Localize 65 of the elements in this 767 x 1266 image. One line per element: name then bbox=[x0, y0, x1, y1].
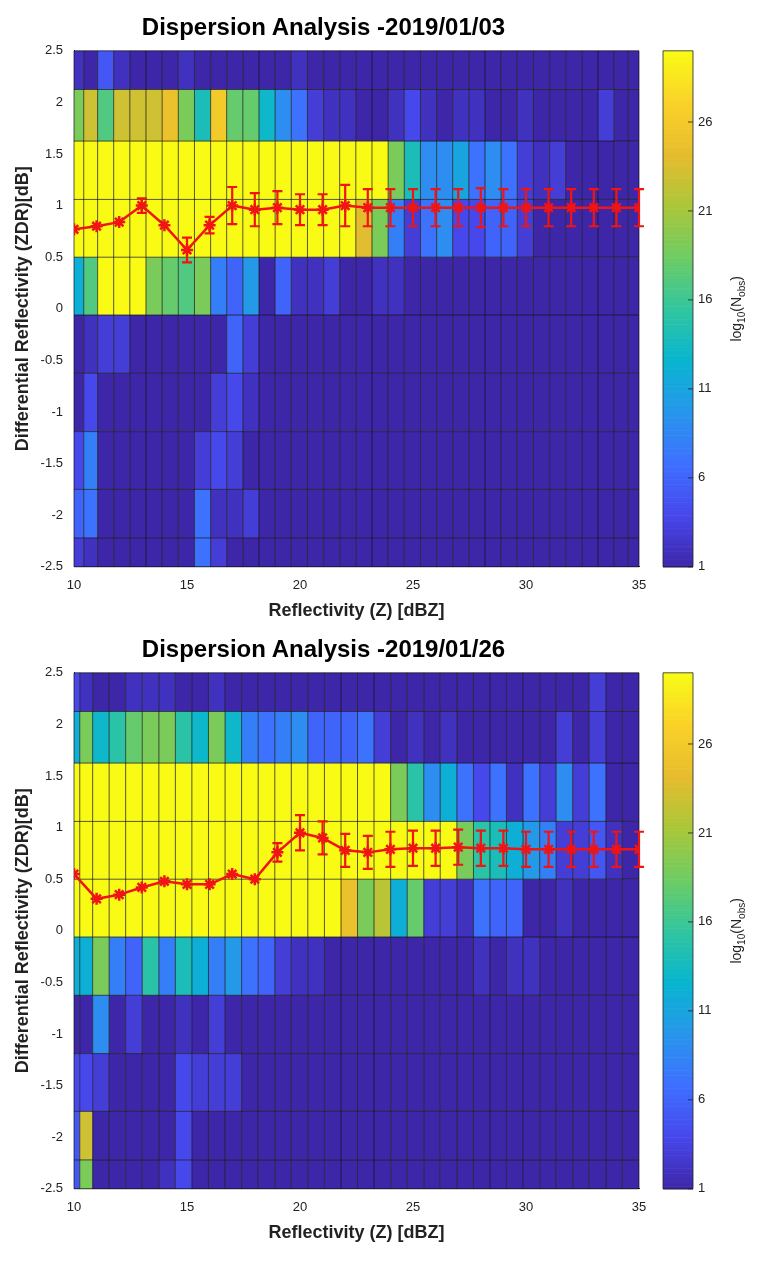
point bbox=[292, 825, 308, 841]
point bbox=[224, 866, 240, 882]
x-tick-label: 10 bbox=[66, 1199, 82, 1215]
x-tick-label: 15 bbox=[179, 577, 195, 593]
x-axis-title: Reflectivity (Z) [dBZ] bbox=[268, 1222, 445, 1243]
chart-title: Dispersion Analysis -2019/01/26 bbox=[141, 635, 506, 663]
y-tick-label: 2.5 bbox=[44, 42, 63, 58]
point bbox=[134, 880, 150, 895]
point bbox=[315, 830, 330, 846]
y-tick-label: 2 bbox=[55, 93, 63, 109]
point bbox=[179, 877, 195, 892]
x-tick-label: 35 bbox=[631, 1199, 647, 1215]
y-tick-label: 1.5 bbox=[44, 767, 63, 783]
color-bar-label: 16 bbox=[698, 913, 713, 929]
x-tick-label: 10 bbox=[66, 577, 82, 593]
color-bar-label: 6 bbox=[698, 1091, 706, 1107]
x-tick-label: 25 bbox=[405, 577, 421, 593]
x-tick-label: 15 bbox=[179, 1199, 195, 1215]
point bbox=[383, 842, 398, 857]
y-tick-label: -2.5 bbox=[40, 558, 63, 574]
color-bar-label: 6 bbox=[698, 469, 706, 485]
y-tick-label: -2.5 bbox=[40, 1180, 63, 1196]
color-bar-label: 11 bbox=[698, 1002, 712, 1018]
x-tick-label: 30 bbox=[518, 577, 534, 593]
x-tick-label: 30 bbox=[518, 1199, 534, 1215]
x-axis-title: Reflectivity (Z) [dBZ] bbox=[268, 600, 445, 621]
y-tick-label: -2 bbox=[51, 1128, 63, 1144]
x-tick-label: 35 bbox=[631, 577, 647, 593]
point bbox=[247, 871, 263, 887]
chart-title: Dispersion Analysis -2019/01/03 bbox=[141, 13, 506, 41]
color-bar-title: log10(Nobs) bbox=[728, 898, 748, 964]
y-tick-label: 0 bbox=[55, 922, 63, 938]
y-tick-label: 1.5 bbox=[44, 145, 63, 161]
color-bar-label: 1 bbox=[698, 558, 706, 574]
point bbox=[157, 874, 172, 889]
color-bar-label: 26 bbox=[698, 735, 713, 751]
color-bar-label: 1 bbox=[698, 1180, 706, 1196]
color-bar-title: log10(Nobs) bbox=[728, 276, 748, 342]
x-tick-label: 20 bbox=[292, 577, 308, 593]
x-tick-label: 25 bbox=[405, 1199, 421, 1215]
y-tick-label: 1 bbox=[55, 197, 63, 213]
color-bar-label: 16 bbox=[698, 291, 713, 307]
y-axis-title: Differential Reflectivity (ZDR)[dB] bbox=[11, 788, 32, 1074]
y-tick-label: -1 bbox=[51, 403, 63, 419]
color-bar-label: 21 bbox=[698, 202, 713, 218]
y-tick-label: 1 bbox=[55, 819, 63, 835]
y-tick-label: -1.5 bbox=[40, 1077, 63, 1093]
y-tick-label: 0.5 bbox=[44, 248, 63, 264]
color-bar-label: 21 bbox=[698, 824, 713, 840]
y-tick-label: 0 bbox=[55, 300, 63, 316]
y-tick-label: 0.5 bbox=[44, 870, 63, 886]
y-tick-label: -0.5 bbox=[40, 351, 63, 367]
color-bar-label: 11 bbox=[698, 380, 712, 396]
point bbox=[111, 887, 127, 902]
y-tick-label: -1 bbox=[51, 1025, 63, 1041]
y-tick-label: -0.5 bbox=[40, 973, 63, 989]
y-tick-label: -1.5 bbox=[40, 455, 63, 471]
color-bar-label: 26 bbox=[698, 113, 713, 129]
x-tick-label: 20 bbox=[292, 1199, 308, 1215]
point bbox=[89, 891, 104, 907]
y-tick-label: 2.5 bbox=[44, 664, 63, 680]
y-tick-label: -2 bbox=[51, 506, 63, 522]
y-axis-title: Differential Reflectivity (ZDR)[dB] bbox=[11, 166, 32, 452]
point bbox=[202, 877, 217, 892]
y-tick-label: 2 bbox=[55, 715, 63, 731]
